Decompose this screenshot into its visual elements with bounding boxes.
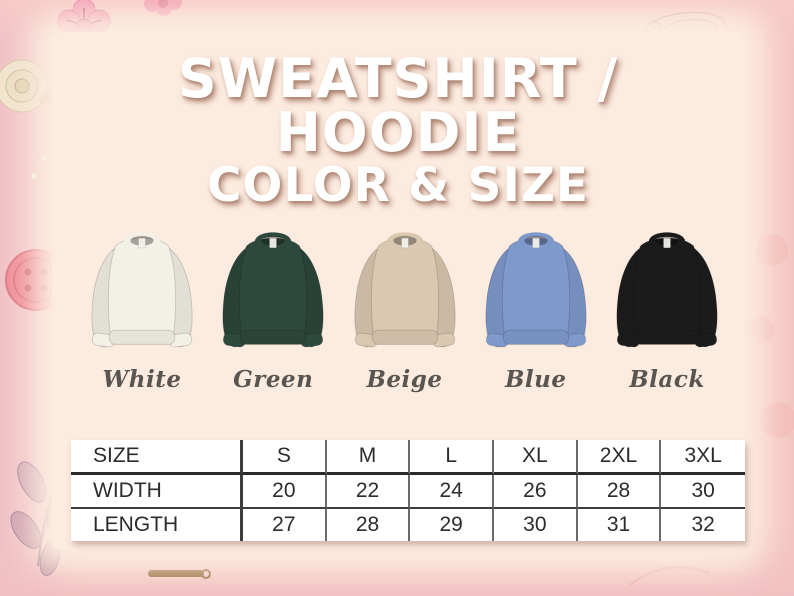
table-cell: 28 (577, 475, 662, 509)
table-cell: 30 (494, 509, 578, 541)
table-header-cell: M (326, 440, 411, 475)
table-cell: 20 (243, 475, 327, 509)
table-header-cell: L (410, 440, 494, 475)
color-label: Green (233, 366, 314, 393)
color-label: White (102, 366, 182, 393)
sweatshirt-image (474, 224, 598, 362)
sweatshirt-image (343, 224, 467, 362)
table-header-cell: 3XL (661, 440, 745, 475)
table-cell: 24 (410, 475, 494, 509)
watercolor-blob (746, 234, 794, 438)
table-row-label: WIDTH (71, 475, 243, 509)
size-chart-table: SIZE S M L XL 2XL 3XL WIDTH 20 22 24 26 … (71, 440, 745, 541)
table-header-cell: XL (493, 440, 578, 475)
sweatshirt-blue: Blue (474, 224, 598, 393)
color-label: Beige (366, 366, 443, 393)
table-cell: 28 (327, 509, 411, 541)
sweatshirt-white: White (80, 224, 204, 393)
table-cell: 31 (578, 509, 662, 541)
table-cell: 30 (661, 475, 745, 509)
sweatshirt-beige: Beige (343, 224, 467, 393)
color-label: Black (629, 366, 705, 393)
sweatshirt-image (80, 224, 204, 362)
content-panel: SWEATSHIRT / HOODIE COLOR & SIZE (52, 32, 745, 550)
color-label: Blue (504, 366, 567, 393)
sweatshirt-black: Black (605, 224, 729, 393)
table-cell: 26 (493, 475, 578, 509)
sweatshirt-green: Green (211, 224, 335, 393)
blossom-flower-icon (144, 0, 182, 16)
page-title: SWEATSHIRT / HOODIE COLOR & SIZE (52, 47, 744, 213)
table-header-cell: S (243, 440, 327, 475)
sweatshirt-image (211, 224, 335, 362)
table-row-label: LENGTH (71, 509, 243, 541)
table-cell: 22 (326, 475, 411, 509)
color-options-row: White (80, 224, 729, 393)
title-line-1: SWEATSHIRT / HOODIE (177, 47, 619, 164)
twig-icon (148, 569, 211, 579)
table-cell: 32 (691, 513, 715, 536)
table-header-cell: 2XL (577, 440, 662, 475)
title-line-2: COLOR & SIZE (206, 158, 590, 213)
table-cell: 29 (410, 509, 494, 541)
sweatshirt-image (605, 224, 729, 362)
table-header-cell: SIZE (71, 440, 243, 475)
sketch-arc (629, 566, 711, 586)
table-cell: 27 (243, 509, 327, 541)
